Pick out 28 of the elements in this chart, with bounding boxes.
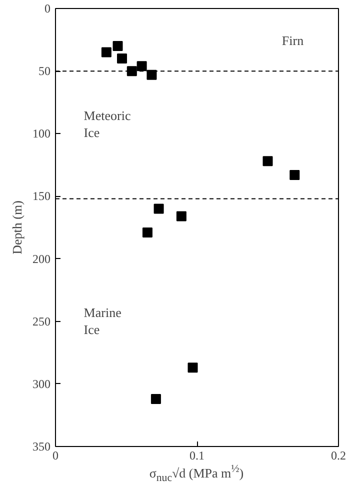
point bbox=[154, 204, 164, 214]
x-axis-title: σ$_{nuc}$√d (MPa m$^{½}$) bbox=[148, 462, 245, 486]
y-tick-label: 350 bbox=[32, 440, 50, 454]
y-tick-label: 0 bbox=[44, 2, 50, 16]
y-tick-label: 200 bbox=[32, 252, 50, 266]
x-tick-label: 0.1 bbox=[190, 448, 204, 462]
annotation: Firn bbox=[282, 33, 304, 48]
x-tick-label: 0.2 bbox=[331, 448, 346, 462]
point bbox=[146, 70, 157, 80]
point bbox=[126, 66, 137, 76]
annotation: Meteoric Ice bbox=[84, 108, 131, 140]
point bbox=[136, 61, 147, 72]
annotation: Marine Ice bbox=[84, 305, 122, 338]
point bbox=[188, 362, 198, 373]
y-tick-label: 150 bbox=[32, 189, 50, 204]
point bbox=[142, 228, 152, 238]
y-tick-label: 100 bbox=[32, 126, 50, 141]
point bbox=[112, 41, 123, 52]
point bbox=[262, 156, 273, 166]
y-tick-label: 300 bbox=[32, 376, 50, 391]
point bbox=[150, 394, 161, 404]
point bbox=[176, 211, 186, 222]
point bbox=[117, 54, 128, 64]
y-axis-title: Depth (m) bbox=[10, 200, 24, 254]
y-tick-label: 50 bbox=[38, 64, 50, 78]
point bbox=[290, 170, 300, 180]
point bbox=[101, 47, 112, 58]
y-tick-label: 250 bbox=[32, 314, 50, 328]
